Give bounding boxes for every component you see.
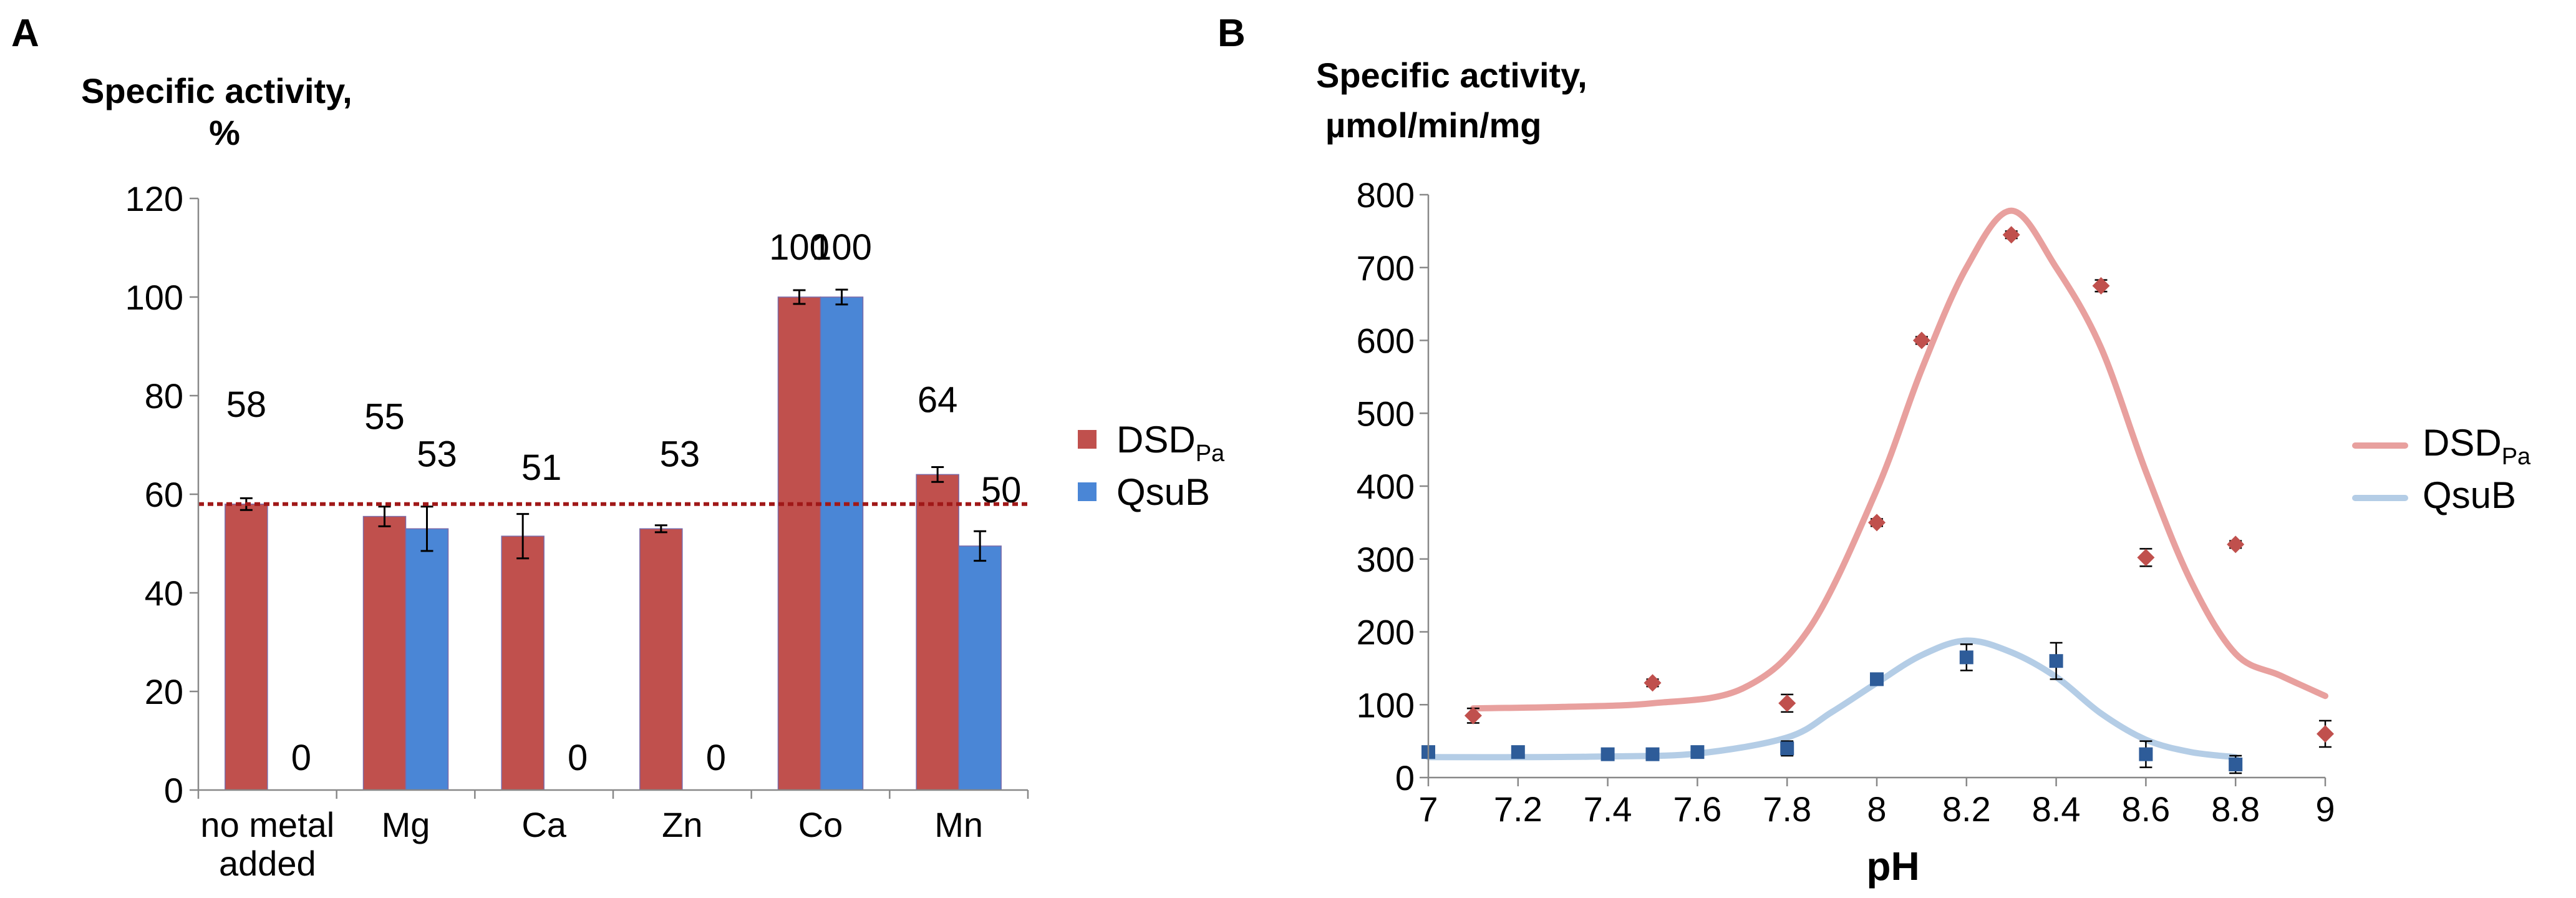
data-point bbox=[1778, 694, 1796, 712]
chart-b-ylabel-line1: Specific activity, bbox=[1316, 56, 1587, 95]
x-tick-label: 8 bbox=[1867, 789, 1886, 829]
bar bbox=[639, 528, 683, 791]
bar bbox=[362, 515, 407, 791]
chart-b-xlabel: pH bbox=[1866, 844, 1919, 889]
y-tick-label: 60 bbox=[145, 475, 183, 514]
legend-label: QsuB bbox=[1116, 471, 1210, 513]
y-tick-label: 120 bbox=[125, 179, 183, 218]
bar bbox=[916, 474, 959, 791]
data-point bbox=[1511, 745, 1525, 759]
data-label: 0 bbox=[291, 738, 311, 778]
data-point bbox=[1464, 706, 1482, 725]
y-tick-label: 100 bbox=[125, 278, 183, 317]
data-label: 51 bbox=[521, 447, 562, 488]
chart-a-ylabel-line2: % bbox=[209, 113, 240, 152]
x-tick-label: 8.8 bbox=[2211, 789, 2260, 829]
bar bbox=[405, 528, 449, 791]
y-tick-label: 300 bbox=[1357, 540, 1415, 579]
x-tick-label: 7.4 bbox=[1584, 789, 1632, 829]
panel-b: B Specific activity, µmol/min/mg 0 100 200… bbox=[1218, 12, 2531, 889]
legend-swatch bbox=[1078, 482, 1097, 501]
data-point bbox=[1690, 745, 1705, 759]
panel-a-label: A bbox=[11, 12, 39, 55]
x-tick-label: 8.4 bbox=[2032, 789, 2081, 829]
legend-label: QsuB bbox=[2423, 474, 2516, 516]
data-point bbox=[1959, 650, 1973, 665]
y-tick-label: 0 bbox=[164, 771, 183, 810]
data-label: 50 bbox=[981, 470, 1022, 510]
x-tick-label: Mn bbox=[934, 805, 983, 844]
x-tick-label: no metal added bbox=[200, 805, 334, 883]
fit-curve bbox=[1470, 207, 2328, 712]
x-tick-label: 8.2 bbox=[1942, 789, 1991, 829]
data-point bbox=[2227, 535, 2245, 554]
data-point bbox=[2137, 549, 2155, 567]
bar bbox=[225, 504, 268, 791]
data-point bbox=[2002, 226, 2020, 244]
x-tick-label: 8.6 bbox=[2121, 789, 2170, 829]
data-label: 55 bbox=[364, 397, 405, 437]
bar bbox=[501, 535, 545, 791]
fit-curve bbox=[1425, 637, 2239, 761]
data-point bbox=[2092, 276, 2110, 295]
y-tick-label: 600 bbox=[1357, 321, 1415, 361]
y-tick-label: 800 bbox=[1357, 175, 1415, 215]
legend-label: DSDPa bbox=[2423, 422, 2531, 470]
chart-b-ylabel-line2: µmol/min/mg bbox=[1325, 105, 1542, 145]
data-label: 100 bbox=[811, 227, 872, 268]
data-point bbox=[1645, 747, 1660, 761]
y-tick-label: 200 bbox=[1357, 613, 1415, 652]
data-point bbox=[1912, 331, 1930, 349]
data-label: 0 bbox=[706, 738, 726, 778]
data-label: 53 bbox=[417, 434, 457, 474]
data-point bbox=[1780, 741, 1794, 756]
y-tick-label: 700 bbox=[1357, 248, 1415, 288]
data-label: 64 bbox=[918, 379, 958, 420]
data-point bbox=[1644, 674, 1662, 692]
data-point bbox=[1868, 514, 1886, 532]
y-tick-label: 400 bbox=[1357, 467, 1415, 506]
data-point bbox=[2049, 654, 2063, 668]
x-tick-label: Zn bbox=[662, 805, 702, 844]
x-tick-label: 7.2 bbox=[1494, 789, 1542, 829]
x-tick-label: 7.6 bbox=[1673, 789, 1721, 829]
data-point bbox=[1600, 747, 1615, 761]
bar bbox=[777, 296, 821, 791]
y-tick-label: 100 bbox=[1357, 685, 1415, 725]
y-tick-label: 0 bbox=[1395, 758, 1415, 798]
y-tick-label: 40 bbox=[145, 573, 183, 613]
panel-b-label: B bbox=[1218, 12, 1246, 55]
x-tick-label: Co bbox=[798, 805, 843, 844]
y-tick-label: 20 bbox=[145, 672, 183, 711]
data-label: 100 bbox=[769, 227, 830, 268]
data-label: 53 bbox=[660, 434, 700, 474]
data-point bbox=[2317, 725, 2334, 743]
data-label: 58 bbox=[226, 384, 267, 425]
x-tick-label: Mg bbox=[382, 805, 430, 844]
x-tick-label: 9 bbox=[2315, 789, 2335, 829]
x-tick-label: Ca bbox=[521, 805, 566, 844]
data-label: 0 bbox=[568, 738, 588, 778]
data-point bbox=[2229, 757, 2243, 771]
legend-swatch bbox=[1078, 430, 1097, 449]
data-point bbox=[1870, 672, 1884, 686]
x-tick-label: 7.8 bbox=[1763, 789, 1811, 829]
bar bbox=[820, 296, 864, 791]
legend-label: DSDPa bbox=[1116, 419, 1225, 467]
y-tick-label: 500 bbox=[1357, 394, 1415, 433]
chart-a-ylabel-line1: Specific activity, bbox=[81, 71, 352, 110]
y-tick-label: 80 bbox=[145, 376, 183, 416]
data-point bbox=[2139, 747, 2153, 761]
x-tick-label: 7 bbox=[1418, 789, 1438, 829]
bar bbox=[958, 545, 1002, 791]
